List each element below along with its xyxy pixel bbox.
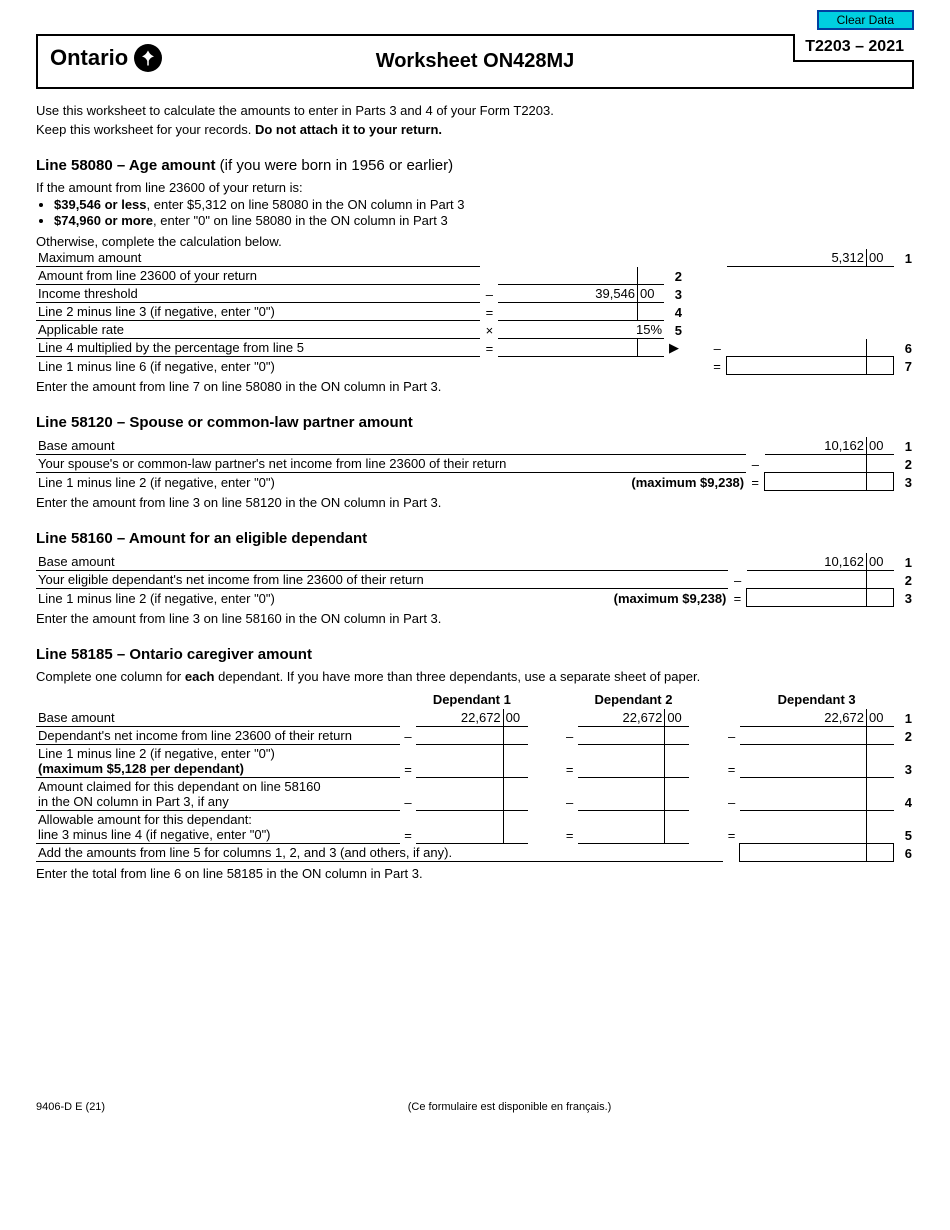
- calc-58185: Dependant 1 Dependant 2 Dependant 3 Base…: [36, 690, 914, 862]
- section-58160-heading: Line 58160 – Amount for an eligible depe…: [36, 530, 914, 547]
- form-header: T2203 – 2021 Ontario Worksheet ON428MJ: [36, 34, 914, 89]
- calc-58080: Maximum amount 5,31200 1 Amount from lin…: [36, 249, 914, 375]
- s58080-note: Enter the amount from line 7 on line 580…: [36, 379, 914, 394]
- section-58185-heading: Line 58185 – Ontario caregiver amount: [36, 646, 914, 663]
- intro-text: Use this worksheet to calculate the amou…: [36, 103, 914, 137]
- s58160-note: Enter the amount from line 3 on line 581…: [36, 611, 914, 626]
- s58080-otherwise: Otherwise, complete the calculation belo…: [36, 234, 914, 249]
- calc-58160: Base amount 10,162001 Your eligible depe…: [36, 553, 914, 607]
- page-footer: 9406-D E (21) (Ce formulaire est disponi…: [36, 1101, 914, 1113]
- form-id: T2203 – 2021: [793, 34, 914, 62]
- s58080-pre: If the amount from line 23600 of your re…: [36, 180, 914, 195]
- worksheet-title: Worksheet ON428MJ: [50, 50, 900, 73]
- section-58120-heading: Line 58120 – Spouse or common-law partne…: [36, 414, 914, 431]
- s58185-intro: Complete one column for each dependant. …: [36, 669, 914, 684]
- s58120-note: Enter the amount from line 3 on line 581…: [36, 495, 914, 510]
- clear-data-button[interactable]: Clear Data: [817, 10, 914, 30]
- s58080-bullets: $39,546 or less, enter $5,312 on line 58…: [36, 197, 914, 228]
- section-58080-heading: Line 58080 – Age amount (if you were bor…: [36, 157, 914, 174]
- calc-58120: Base amount 10,162001 Your spouse's or c…: [36, 437, 914, 491]
- s58185-note: Enter the total from line 6 on line 5818…: [36, 866, 914, 881]
